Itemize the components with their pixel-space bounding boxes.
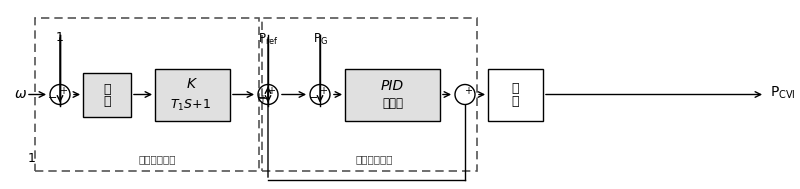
Text: $K$: $K$ [186,77,198,91]
Text: 功率控制回路: 功率控制回路 [356,154,394,164]
Bar [83,73,131,116]
Text: +: + [319,85,327,95]
Text: 1: 1 [28,153,36,166]
Text: −: − [258,94,266,104]
Bar [262,18,477,171]
Text: −: − [48,94,58,104]
Text: +: + [464,85,472,95]
Text: $\omega$: $\omega$ [14,88,27,101]
Bar [345,68,440,121]
Text: +: + [258,94,266,104]
Text: $T_1S\!+\!1$: $T_1S\!+\!1$ [170,98,211,113]
Text: 死: 死 [103,83,110,96]
Text: PID: PID [381,80,404,94]
Text: 1: 1 [56,31,64,44]
Bar [35,18,259,171]
Text: 区: 区 [103,95,110,108]
Text: +: + [267,85,275,95]
Bar [155,68,230,121]
Text: 控制器: 控制器 [382,97,403,110]
Text: $\mathrm{P_{CVl}}$: $\mathrm{P_{CVl}}$ [770,84,796,101]
Text: 频率控制回路: 频率控制回路 [138,154,176,164]
Text: $\mathrm{P_{G}}$: $\mathrm{P_{G}}$ [313,32,327,47]
Text: +: + [59,85,67,95]
Text: 限: 限 [512,82,519,95]
Text: 幅: 幅 [512,95,519,108]
Text: −: − [310,94,318,104]
Bar [488,68,543,121]
Text: $\mathrm{P_{ref}}$: $\mathrm{P_{ref}}$ [258,32,278,47]
